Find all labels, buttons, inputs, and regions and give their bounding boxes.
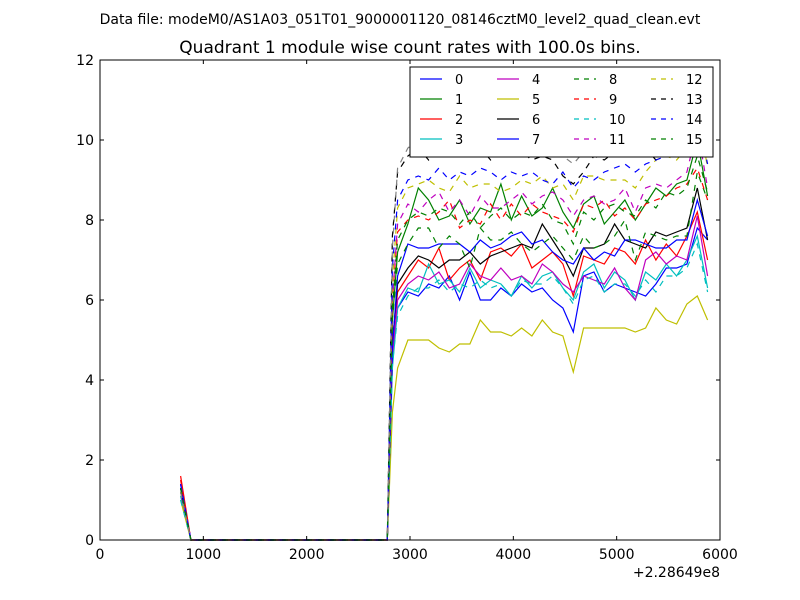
legend-label-0: 0 [455,73,463,88]
y-tick-label: 2 [85,453,94,469]
series-line-9 [180,166,709,541]
legend-label-2: 2 [455,113,463,128]
x-offset-label: +2.28649e8 [633,565,720,581]
legend-label-3: 3 [455,133,463,148]
x-tick-label: 5000 [599,547,635,563]
legend-label-13: 13 [686,93,703,108]
chart-title: Quadrant 1 module wise count rates with … [179,38,640,58]
legend-label-1: 1 [455,93,463,108]
x-tick-label: 1000 [186,547,222,563]
y-tick-label: 0 [85,533,94,549]
legend-label-15: 15 [686,133,703,148]
x-tick-label: 3000 [392,547,428,563]
legend-label-5: 5 [532,93,540,108]
legend-label-9: 9 [609,93,617,108]
x-tick-label: 4000 [496,547,532,563]
x-tick-label: 6000 [702,547,738,563]
y-tick-label: 4 [85,373,94,389]
legend-label-8: 8 [609,73,617,88]
y-tick-label: 12 [76,53,94,69]
legend-label-11: 11 [609,133,626,148]
legend-box [409,66,714,158]
y-tick-label: 8 [85,213,94,229]
y-tick-label: 10 [76,133,94,149]
x-tick-label: 2000 [289,547,325,563]
legend-label-7: 7 [532,133,540,148]
data-file-header: Data file: modeM0/AS1A03_051T01_90000011… [100,12,701,28]
y-tick-label: 6 [85,293,94,309]
legend-label-14: 14 [686,113,703,128]
x-tick-label: 0 [96,547,105,563]
legend-label-12: 12 [686,73,703,88]
legend-label-6: 6 [532,113,540,128]
legend-label-4: 4 [532,73,540,88]
legend-label-10: 10 [609,113,626,128]
